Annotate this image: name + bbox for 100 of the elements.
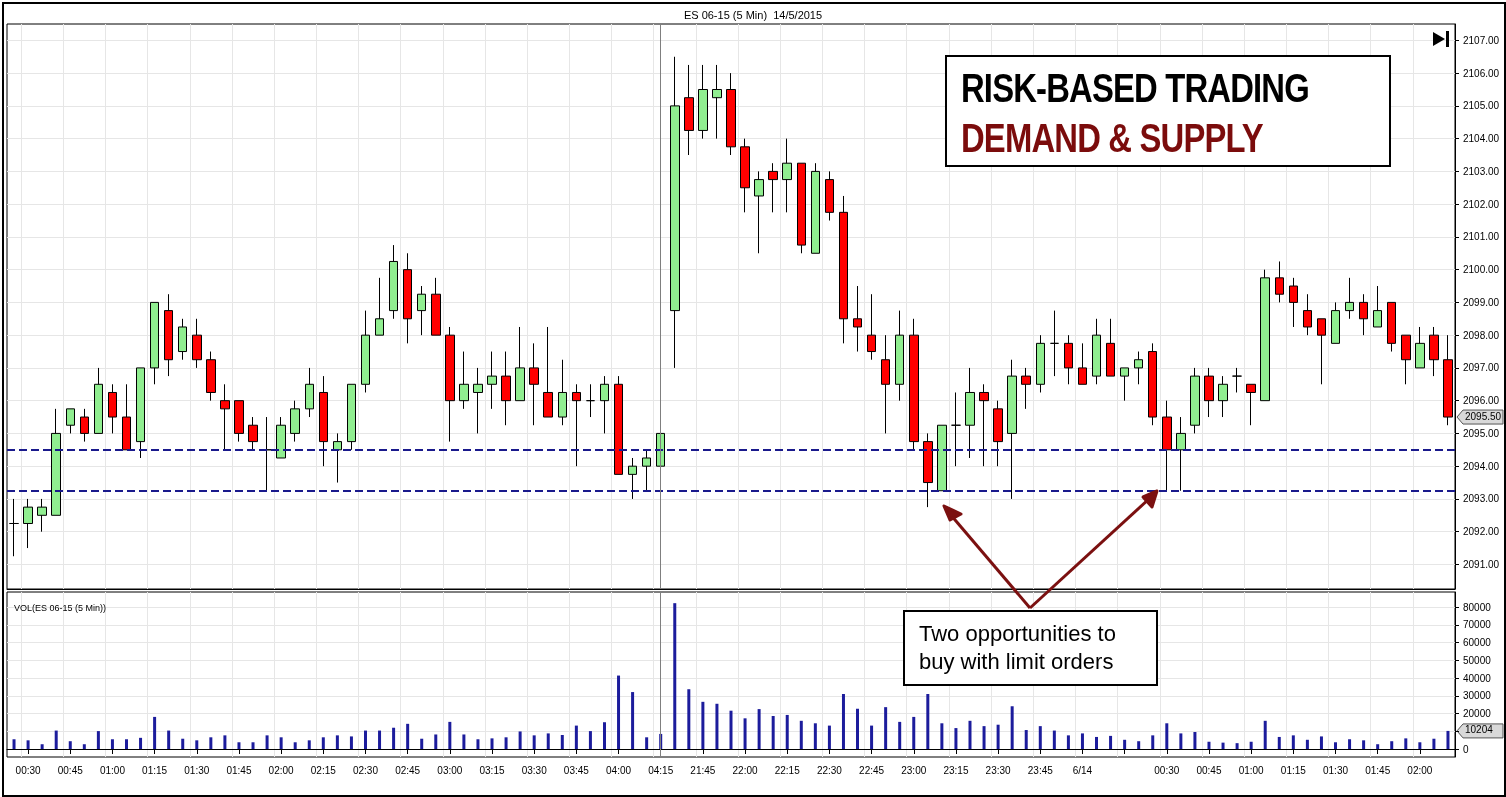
candlestick [445,326,455,443]
bar [940,723,944,750]
bar [1334,742,1337,750]
y-tick-label: 80000 [1463,601,1492,613]
candlestick [94,367,103,434]
x-tick-label: 02:00 [268,764,295,776]
candlestick [965,367,975,459]
bar [532,735,536,750]
x-tick-label: 03:15 [479,764,505,776]
candlestick [473,367,483,434]
bar [602,722,606,750]
bar [110,739,114,750]
y-tick-label: 2100.00 [1463,264,1500,276]
bar [321,737,325,750]
x-tick-label: 02:30 [352,764,379,776]
candlestick [923,432,933,508]
candlestick [951,391,961,467]
bar [1291,735,1295,750]
y-tick-label: 2094.00 [1463,460,1500,472]
x-tick-label: 23:30 [985,764,1012,776]
candlestick [586,383,595,418]
x-tick-label: 03:45 [563,764,590,776]
bar [926,694,930,750]
candlestick [740,138,750,213]
candlestick [417,285,426,336]
bar [363,730,367,750]
bar [1249,741,1253,750]
candlestick [1345,277,1354,320]
text: 2095.50 [1465,410,1502,422]
bar [96,731,100,750]
candlestick [403,252,412,344]
bar [1319,736,1323,750]
candlestick [515,326,525,402]
y-tick-label: 2095.00 [1463,427,1500,439]
candlestick [1232,367,1242,393]
candlestick [122,383,131,451]
candlestick [1246,383,1256,426]
candlestick [1176,416,1186,492]
bar [1277,736,1281,750]
candlestick [1387,301,1396,353]
bar [1263,720,1267,750]
x-tick-label: 01:30 [1322,764,1349,776]
bar [237,742,241,750]
bar [223,735,227,750]
y-tick-label: 30000 [1463,690,1492,702]
candlestick [192,318,202,369]
x-tick-label: 00:30 [1154,764,1180,776]
bar [462,734,466,750]
bar [898,721,902,750]
candlestick [1148,342,1157,426]
bar [420,738,424,750]
y-tick-label: 2103.00 [1463,165,1500,177]
bar [293,742,297,750]
bar [701,701,705,750]
x-tick-label: 22:15 [774,764,801,776]
y-tick-label: 2102.00 [1463,198,1500,210]
candlestick [178,318,187,361]
bar [1362,740,1366,750]
y-tick-label: 2097.00 [1463,362,1500,374]
bar [1390,741,1394,750]
candlestick [558,359,567,426]
y-tick-label: 2098.00 [1463,329,1500,341]
x-tick-label: 01:00 [99,764,126,776]
bar [153,716,157,750]
candlestick [572,383,581,467]
x-tick-label: 23:15 [943,764,969,776]
bar [265,735,269,750]
y-tick-label: 2093.00 [1463,493,1500,505]
bar [673,603,677,750]
y-tick-label: 2092.00 [1463,526,1500,538]
candlestick [1134,351,1143,385]
bar [279,737,283,750]
bar [968,720,972,750]
candlestick [600,375,609,434]
candlestick [1120,367,1129,402]
candlestick [37,498,47,533]
bar [125,739,128,750]
candlestick [909,318,919,451]
candlestick [9,498,19,557]
candlestick [1401,334,1411,385]
candlestick [1218,375,1228,418]
x-tick-label: 21:45 [690,764,716,776]
x-tick-label: 23:00 [901,764,927,776]
x-tick-label: 01:00 [1238,764,1265,776]
x-tick-label: 6/14 [1072,764,1093,776]
candlestick [867,293,876,361]
y-tick-label: 2101.00 [1463,231,1500,243]
candlestick [220,383,230,451]
candlestick [543,326,553,418]
x-tick-label: 03:00 [437,764,463,776]
candlestick [361,310,370,393]
y-tick-label: 40000 [1463,672,1492,684]
bar [1446,730,1450,750]
x-tick-label: 04:15 [648,764,674,776]
candlestick [1092,318,1101,385]
candlestick [993,400,1003,467]
bar [82,744,86,750]
candlestick [206,351,216,402]
bar [1024,730,1028,750]
bar [1080,733,1084,750]
